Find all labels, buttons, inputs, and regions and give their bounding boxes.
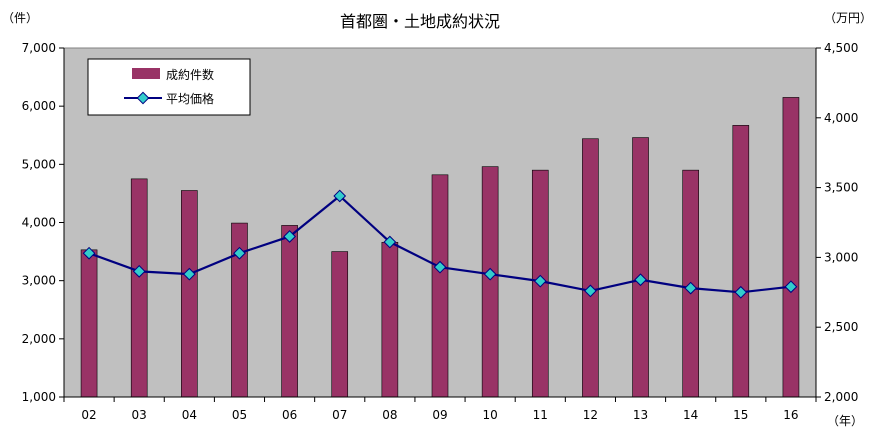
left-axis-tick-label: 1,000 bbox=[22, 390, 56, 404]
bar-03 bbox=[130, 178, 148, 398]
right-axis-tick-label: 4,500 bbox=[824, 41, 858, 55]
bars-layer bbox=[80, 97, 800, 398]
bar-06 bbox=[281, 225, 298, 398]
line-point-14 bbox=[684, 281, 698, 295]
x-axis-tick-label: 15 bbox=[733, 408, 748, 422]
line-point-04 bbox=[182, 267, 196, 281]
legend-swatch-bars bbox=[132, 68, 160, 79]
x-axis-tick-label: 09 bbox=[432, 408, 447, 422]
right-axis-tick-label: 4,000 bbox=[824, 111, 858, 125]
x-axis-tick-label: 06 bbox=[282, 408, 297, 422]
x-axis-tick-label: 05 bbox=[232, 408, 247, 422]
left-axis-tick-label: 3,000 bbox=[22, 274, 56, 288]
line-layer bbox=[82, 189, 798, 299]
bar-09 bbox=[431, 174, 449, 398]
bar-08 bbox=[381, 241, 399, 398]
right-axis-tick-label: 2,500 bbox=[824, 320, 858, 334]
line-point-13 bbox=[634, 273, 647, 287]
x-axis-tick-label: 04 bbox=[182, 408, 197, 422]
x-axis-unit: （年） bbox=[827, 414, 863, 428]
line-point-16 bbox=[784, 280, 798, 294]
left-axis-unit: （件） bbox=[2, 11, 38, 25]
left-axis-tick-label: 7,000 bbox=[22, 41, 56, 55]
axes-layer: 1,000 2,000 3,000 4,000 5,000 6,000 7,000 2,000… bbox=[22, 41, 859, 422]
line-point-05 bbox=[233, 246, 246, 260]
x-axis-tick-label: 07 bbox=[332, 408, 347, 422]
right-axis-tick-label: 3,000 bbox=[824, 250, 858, 264]
x-axis-tick-label: 14 bbox=[683, 408, 698, 422]
x-axis-tick-label: 16 bbox=[783, 408, 798, 422]
legend-box bbox=[87, 58, 251, 116]
bar-04 bbox=[181, 190, 198, 398]
legend-label-bars: 成約件数 bbox=[166, 67, 214, 82]
line-point-12 bbox=[584, 284, 597, 298]
right-axis-tick-label: 2,000 bbox=[824, 390, 858, 404]
left-axis-tick-label: 4,000 bbox=[22, 216, 56, 230]
x-axis-tick-label: 13 bbox=[633, 408, 648, 422]
line-point-06 bbox=[283, 230, 296, 243]
line-point-15 bbox=[734, 285, 748, 299]
right-axis-tick-label: 3,500 bbox=[824, 181, 858, 195]
line-point-11 bbox=[533, 274, 547, 288]
bar-12 bbox=[582, 138, 599, 398]
x-axis-tick-label: 12 bbox=[583, 408, 598, 422]
legend: 成約件数 平均価格 bbox=[87, 58, 251, 116]
chart-title: 首都圏・土地成約状況 bbox=[340, 12, 500, 31]
x-axis-tick-label: 08 bbox=[382, 408, 397, 422]
legend-label-line: 平均価格 bbox=[166, 91, 214, 106]
left-axis-tick-label: 2,000 bbox=[22, 332, 56, 346]
x-axis-tick-label: 10 bbox=[482, 408, 497, 422]
bar-02 bbox=[80, 249, 98, 398]
x-axis-tick-label: 11 bbox=[533, 408, 548, 422]
x-axis-tick-label: 03 bbox=[132, 408, 147, 422]
line-point-08 bbox=[383, 235, 397, 249]
line-point-02 bbox=[82, 246, 96, 260]
legend-swatch-marker bbox=[136, 91, 150, 105]
bar-13 bbox=[632, 137, 649, 398]
bar-10 bbox=[481, 166, 499, 398]
bar-07 bbox=[331, 251, 349, 398]
bar-15 bbox=[732, 125, 750, 398]
x-axis-tick-label: 02 bbox=[81, 408, 96, 422]
line-point-07 bbox=[333, 189, 347, 203]
bar-16 bbox=[782, 97, 800, 398]
line-point-03 bbox=[132, 264, 146, 278]
line-point-10 bbox=[483, 267, 497, 281]
left-axis-tick-label: 6,000 bbox=[22, 99, 56, 113]
line-point-09 bbox=[433, 260, 447, 274]
right-axis-unit: （万円） bbox=[824, 11, 872, 25]
left-axis-tick-label: 5,000 bbox=[22, 157, 56, 171]
